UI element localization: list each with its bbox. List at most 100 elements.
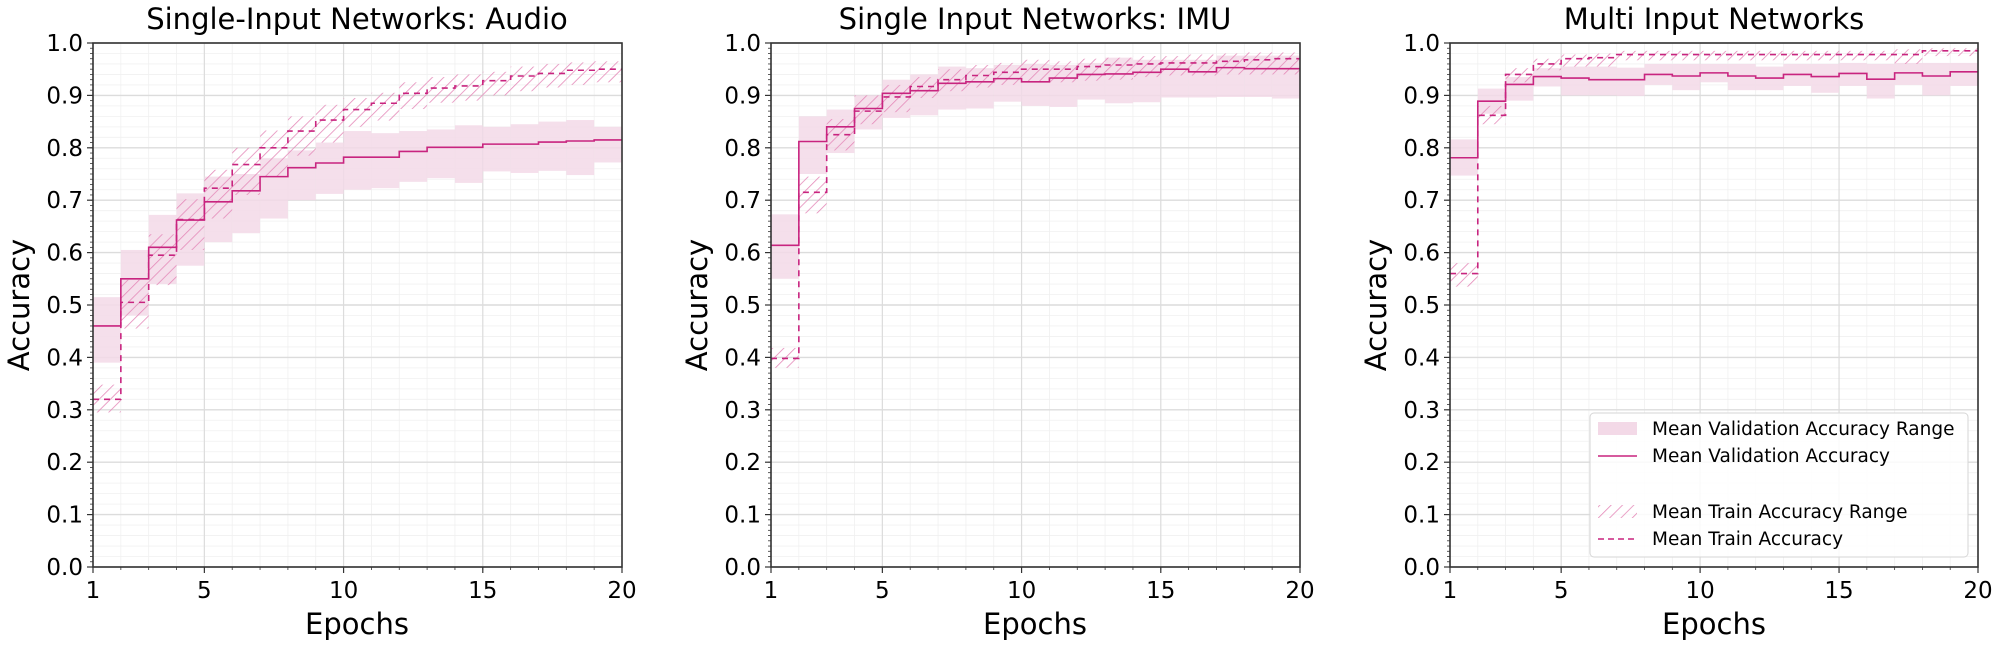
val-mean-line [93, 139, 622, 327]
plot-area: 0.00.10.20.30.40.50.60.70.80.91.01 5 10 15 2… [724, 31, 1314, 604]
val-range-band [1922, 62, 1951, 96]
val-range-band [594, 126, 622, 163]
y-tick-label: 0.5 [1403, 293, 1440, 319]
train-range-band [1021, 59, 1050, 83]
x-tick-label: 1 [86, 578, 101, 604]
y-tick-label: 0.6 [724, 241, 761, 267]
plot-area: 0.00.10.20.30.40.50.60.70.80.91.01 5 10 15 2… [46, 31, 636, 604]
x-tick-label: 5 [875, 578, 890, 604]
train-range-band [854, 95, 883, 125]
val-range-band [1561, 66, 1589, 96]
train-range-band [1894, 49, 1923, 64]
x-tick-label: 10 [1685, 578, 1714, 604]
y-axis-label: Accuracy [2, 239, 36, 371]
y-tick-label: 0.1 [46, 503, 83, 529]
y-tick-label: 0.7 [1403, 188, 1440, 214]
train-range-band [1866, 50, 1895, 61]
x-tick-label: 15 [1146, 578, 1175, 604]
y-tick-label: 0.2 [724, 450, 761, 476]
train-range-band [1049, 61, 1078, 83]
legend-label-train-range: Mean Train Accuracy Range [1652, 502, 1908, 523]
train-range-band [371, 92, 400, 121]
val-range-band [371, 133, 400, 189]
train-mean-line [1450, 50, 1978, 275]
train-range-band [1950, 48, 1978, 57]
train-range-band [1272, 52, 1300, 75]
val-range-band [1950, 62, 1978, 86]
chart-title: Single Input Networks: IMU [839, 2, 1232, 36]
val-mean-line [1450, 71, 1978, 159]
train-mean-line [771, 57, 1300, 360]
legend-label-val-mean: Mean Validation Accuracy [1652, 446, 1890, 467]
y-tick-label: 0.8 [46, 136, 83, 162]
train-range-band [1450, 263, 1478, 287]
y-tick-label: 0.1 [1403, 503, 1440, 529]
train-range-band [1616, 50, 1645, 61]
y-tick-label: 0.8 [724, 136, 761, 162]
y-tick-label: 0.7 [724, 188, 761, 214]
val-range-band [1866, 63, 1895, 99]
val-range-band [538, 121, 567, 171]
train-range-band [1561, 54, 1589, 67]
train-range-band [454, 74, 483, 101]
y-tick-label: 0.4 [724, 345, 761, 371]
train-range-band [1533, 58, 1562, 71]
x-tick-label: 15 [1824, 578, 1853, 604]
train-range-band [1672, 50, 1701, 61]
train-range-band [1132, 56, 1161, 78]
train-range-band [232, 147, 261, 195]
y-tick-label: 0.2 [1403, 450, 1440, 476]
val-mean-line [771, 66, 1300, 247]
y-tick-label: 1.0 [46, 31, 83, 57]
x-tick-label: 1 [1443, 578, 1458, 604]
y-tick-label: 0.3 [724, 398, 761, 424]
x-axis-label: Epochs [983, 607, 1087, 641]
train-range-band [427, 77, 455, 103]
train-range-band [148, 234, 177, 286]
y-tick-label: 0.6 [46, 241, 83, 267]
y-tick-label: 0.9 [46, 83, 83, 109]
train-range-band [938, 69, 966, 92]
val-range-band [510, 124, 539, 173]
train-range-band [1922, 48, 1951, 57]
train-range-band [965, 65, 994, 88]
y-tick-label: 0.0 [46, 555, 83, 581]
train-range-band [1216, 53, 1245, 75]
legend-swatch-val-range [1598, 422, 1637, 435]
x-tick-label: 5 [197, 578, 212, 604]
train-range-band [120, 279, 149, 329]
train-range-band [1811, 50, 1840, 61]
x-tick-label: 20 [1285, 578, 1314, 604]
y-tick-label: 1.0 [1403, 31, 1440, 57]
train-range-band [482, 71, 511, 96]
train-range-band [1700, 50, 1728, 61]
val-range-band [1588, 66, 1617, 96]
val-range-band [1672, 63, 1701, 91]
train-range-band [1188, 54, 1217, 76]
y-tick-label: 0.7 [46, 188, 83, 214]
y-axis-label: Accuracy [680, 239, 714, 371]
y-tick-label: 0.5 [724, 293, 761, 319]
train-range-band [1727, 50, 1756, 61]
train-range-band [1077, 58, 1106, 81]
x-tick-label: 15 [468, 578, 497, 604]
val-range-band [771, 214, 799, 279]
chart-title: Multi Input Networks [1564, 2, 1865, 36]
val-range-band [93, 297, 121, 363]
chart-title: Single-Input Networks: Audio [146, 2, 568, 36]
val-range-band [343, 131, 372, 190]
y-tick-label: 0.0 [724, 555, 761, 581]
val-range-band [454, 125, 483, 183]
val-range-band [1894, 62, 1923, 85]
y-tick-label: 0.3 [46, 398, 83, 424]
train-range-band [594, 61, 622, 83]
train-range-band [343, 98, 372, 127]
x-axis-label: Epochs [305, 607, 409, 641]
train-range-band [1644, 50, 1673, 61]
train-range-band [1244, 52, 1273, 75]
y-tick-label: 0.9 [1403, 83, 1440, 109]
train-range-band [910, 77, 939, 99]
val-range-band [287, 150, 316, 201]
val-range-band [315, 142, 344, 194]
